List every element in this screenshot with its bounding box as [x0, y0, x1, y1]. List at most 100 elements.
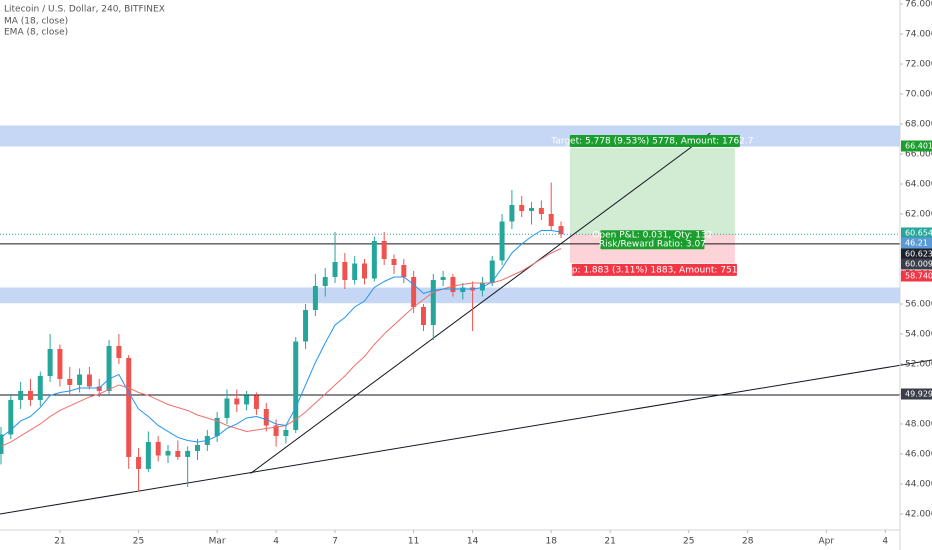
pnl-label: Open P&L: 0.031, Qty: 132: [592, 231, 712, 241]
y-tick-label: 56.000: [905, 299, 932, 309]
candle-body: [440, 276, 446, 280]
pnl-box: [600, 230, 705, 250]
x-tick-label: 28: [742, 537, 754, 547]
price-badge-label: 49.929: [905, 390, 932, 399]
x-tick-label: Mar: [209, 537, 226, 547]
candle-body: [106, 345, 112, 391]
candle-body: [303, 309, 309, 342]
candle-body: [411, 276, 417, 307]
y-tick-label: 68.000: [905, 120, 932, 130]
y-tick-label: 74.000: [905, 30, 932, 40]
candle-body: [509, 205, 515, 222]
candle-body: [381, 241, 387, 260]
price-badge-label: 60.009: [905, 260, 932, 269]
candle-body: [116, 345, 122, 358]
trend-line: [0, 359, 932, 515]
candle-body: [18, 390, 24, 400]
candle-body: [96, 386, 102, 391]
candle-body: [224, 398, 230, 418]
candle-body: [145, 441, 151, 469]
target-box: [569, 135, 740, 148]
y-tick-label: 52.000: [905, 359, 932, 369]
candle-body: [362, 263, 368, 279]
y-tick-label: 48.000: [905, 419, 932, 429]
candle-body: [391, 259, 397, 265]
price-badge-label: 60.623: [905, 250, 932, 259]
candle-body: [67, 378, 73, 385]
candle-body: [0, 434, 4, 454]
candle-body: [499, 221, 505, 261]
candle-body: [185, 450, 191, 457]
candle-body: [77, 374, 83, 385]
candle-body: [312, 285, 318, 310]
candle-body: [234, 398, 240, 405]
candle-body: [489, 260, 495, 283]
candle-body: [136, 456, 142, 469]
y-tick-label: 42.000: [905, 509, 932, 519]
price-badge: [901, 388, 932, 400]
candle-body: [401, 265, 407, 277]
x-tick-label: 18: [545, 537, 557, 547]
legend-entry: EMA (8, close): [4, 28, 68, 38]
x-tick-label: 21: [604, 537, 615, 547]
candle-body: [175, 450, 181, 457]
candle-body: [352, 263, 358, 280]
y-tick-label: 76.000: [905, 0, 932, 10]
ratio-label: Risk/Reward Ratio: 3.07: [599, 240, 706, 250]
candle-body: [558, 226, 564, 235]
candle-body: [253, 395, 259, 409]
x-tick-label: 25: [683, 537, 694, 547]
x-tick-label: Apr: [819, 537, 835, 547]
x-tick-label: 4: [273, 537, 279, 547]
candle-body: [214, 417, 220, 436]
indicator-line: [0, 248, 562, 447]
chart-title: Litecoin / U.S. Dollar, 240, BITFINEX: [4, 5, 165, 15]
y-tick-label: 54.000: [905, 329, 932, 339]
x-tick-label: 25: [133, 537, 144, 547]
candle-body: [371, 241, 377, 279]
price-badge-label: 58.740: [905, 272, 932, 281]
x-tick-label: 7: [332, 537, 338, 547]
candle-body: [165, 450, 171, 456]
price-badge-label: 46.21: [905, 239, 928, 248]
y-tick-label: 64.000: [905, 180, 932, 190]
candle-body: [332, 262, 338, 277]
x-tick-label: 21: [54, 537, 65, 547]
stop-label: Stop: 1.883 (3.11%) 1883, Amount: 751.44: [557, 265, 752, 275]
legend-entry: MA (18, close): [4, 17, 68, 27]
x-tick-label: 11: [408, 537, 419, 547]
candle-body: [155, 441, 161, 456]
price-badge-label: 60.654: [905, 229, 932, 238]
price-badge: [901, 140, 932, 152]
price-badge: [901, 237, 932, 249]
candle-body: [283, 429, 289, 436]
y-tick-label: 72.000: [905, 60, 932, 70]
candle-body: [57, 348, 63, 379]
candle-body: [263, 408, 269, 426]
candle-body: [8, 399, 14, 435]
candle-body: [126, 357, 132, 457]
x-tick-label: 14: [467, 537, 479, 547]
price-badge-label: 66.401: [905, 142, 932, 151]
candle-body: [273, 425, 279, 436]
candle-body: [548, 214, 554, 227]
candle-body: [430, 279, 436, 325]
y-tick-label: 46.000: [905, 449, 932, 459]
candle-body: [86, 374, 92, 387]
y-tick-label: 66.000: [905, 150, 932, 160]
candle-body: [519, 205, 525, 212]
x-tick-label: 4: [882, 537, 888, 547]
candle-body: [479, 282, 485, 291]
support-zone: [0, 287, 900, 304]
candle-body: [194, 444, 200, 451]
trend-line: [250, 132, 711, 474]
profit-zone: [569, 148, 735, 235]
stop-box: [571, 263, 737, 276]
price-badge: [901, 227, 932, 239]
candle-body: [538, 208, 544, 215]
y-tick-label: 70.000: [905, 90, 932, 100]
candle-body: [529, 208, 535, 212]
candle-body: [37, 375, 43, 400]
candle-body: [27, 390, 33, 400]
